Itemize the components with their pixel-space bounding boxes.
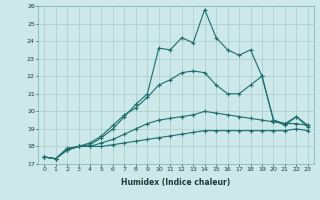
X-axis label: Humidex (Indice chaleur): Humidex (Indice chaleur) xyxy=(121,178,231,187)
